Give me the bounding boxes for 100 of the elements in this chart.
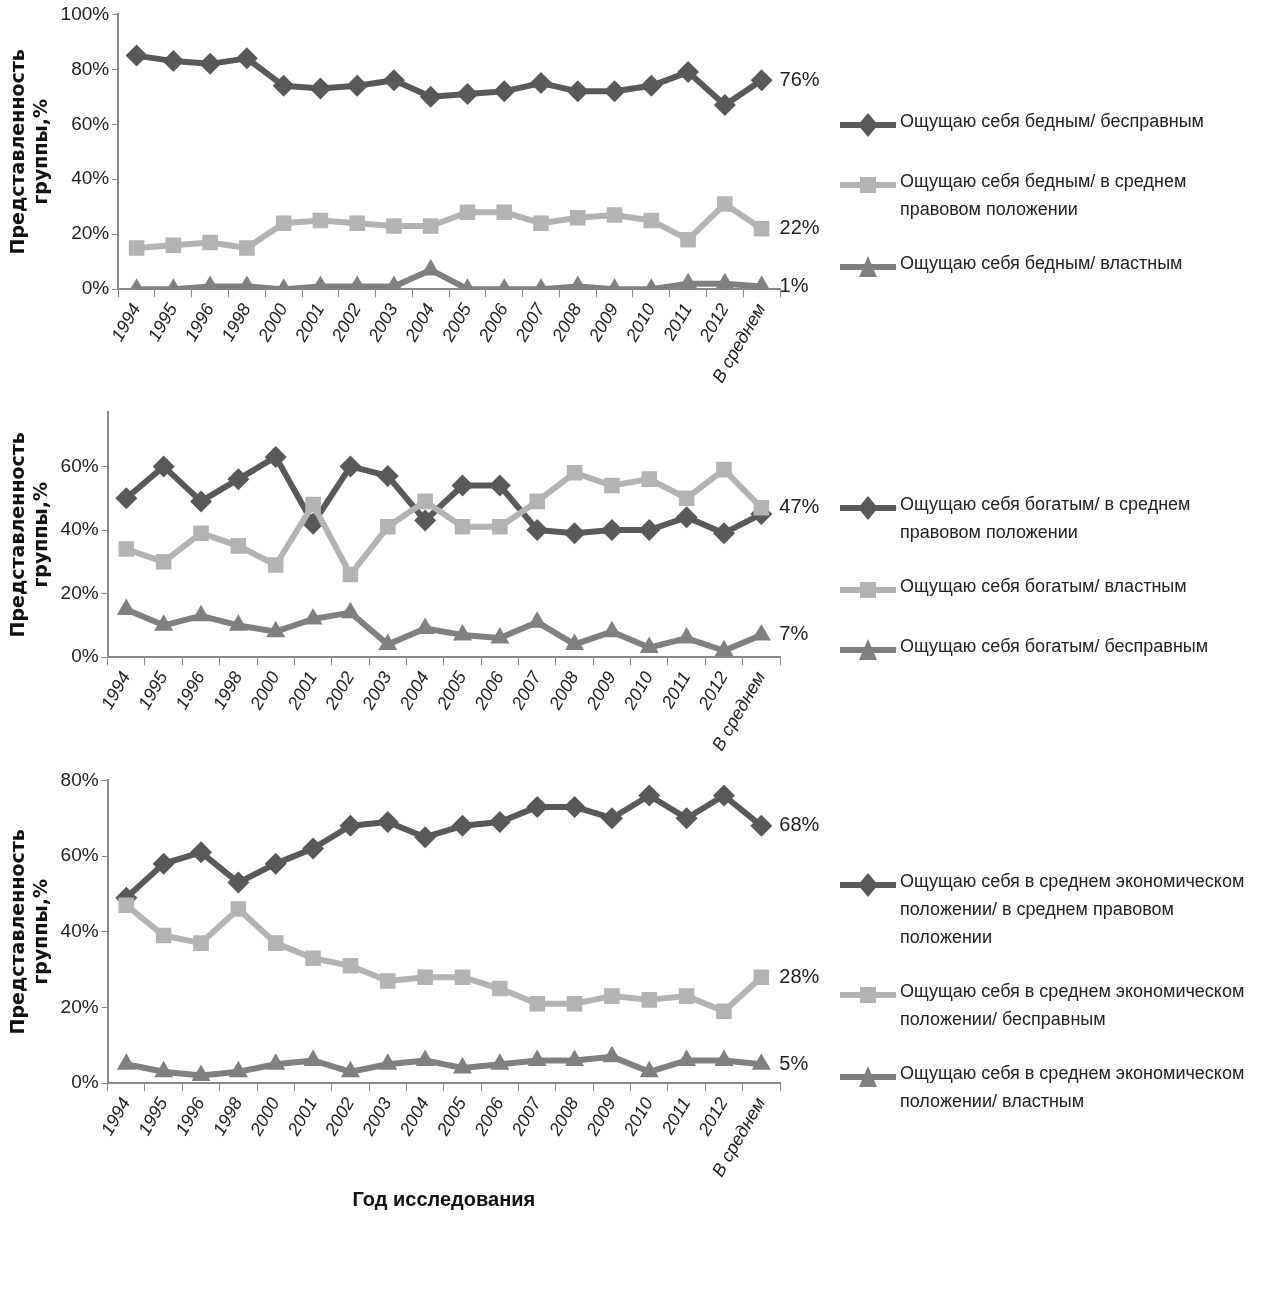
point (125, 44, 148, 67)
point (716, 461, 732, 478)
point (452, 1057, 473, 1074)
point (488, 811, 511, 834)
point (228, 1060, 248, 1078)
point (272, 74, 295, 97)
y-axis-title: Представленность группы,% (6, 49, 52, 255)
y-tick-label: 0% (81, 277, 110, 299)
legend-label: Ощущаю себя богатым/ в среднем правовом положении (900, 493, 1192, 544)
point (677, 627, 697, 644)
point (346, 74, 369, 97)
legend-label: Ощущаю себя богатым/ бесправным (900, 635, 1209, 658)
point (414, 826, 437, 849)
point (641, 992, 658, 1008)
point (604, 477, 620, 494)
point (228, 614, 248, 631)
point (675, 506, 698, 529)
legend-label: Ощущаю себя бедным/ в среднем правовом положении (900, 170, 1188, 221)
point (378, 633, 398, 650)
point (380, 973, 396, 989)
point (199, 52, 222, 75)
point (675, 807, 698, 830)
y-tick-label: 60% (60, 454, 99, 476)
y-tick-label: 40% (60, 518, 99, 540)
point (566, 995, 583, 1012)
point (342, 958, 359, 974)
point (678, 988, 695, 1004)
point (641, 471, 658, 487)
legend-label: Ощущаю себя в среднем экономическом положении/ властным (900, 1062, 1246, 1113)
y-tick-label: 60% (60, 844, 99, 866)
point (415, 1049, 435, 1066)
point (154, 614, 174, 631)
y-tick-label: 100% (60, 2, 110, 24)
point (750, 814, 773, 837)
point (451, 814, 474, 837)
point (602, 1045, 622, 1063)
point (493, 80, 516, 103)
point (638, 519, 661, 541)
y-tick-label: 0% (71, 645, 99, 667)
point (193, 935, 209, 951)
y-tick-label: 0% (71, 1071, 99, 1093)
point (456, 83, 479, 106)
point (339, 814, 362, 837)
point (340, 601, 360, 619)
point (602, 620, 622, 638)
point (380, 519, 396, 535)
point (678, 272, 698, 290)
point (302, 837, 325, 860)
point (417, 493, 433, 510)
legend-label: Ощущаю себя бедным/ властным (900, 252, 1183, 275)
point (266, 1053, 286, 1070)
point (492, 519, 508, 535)
y-tick-label: 80% (60, 768, 99, 790)
point (638, 784, 661, 807)
point (267, 935, 284, 951)
point (750, 69, 773, 92)
point (529, 995, 545, 1012)
point (264, 445, 287, 468)
point (454, 969, 471, 985)
point (191, 604, 211, 622)
y-tick-label: 60% (71, 112, 110, 134)
point (678, 490, 695, 506)
point (305, 496, 321, 513)
y-tick-label: 20% (71, 222, 110, 244)
x-axis-title: Год исследования (352, 1187, 536, 1210)
point (604, 988, 620, 1004)
point (191, 1064, 211, 1082)
y-tick-label: 20% (60, 995, 99, 1017)
point (600, 519, 623, 541)
point (563, 795, 586, 818)
point (339, 455, 362, 478)
y-axis-title: Представленность группы,% (6, 432, 52, 638)
legend-label: Ощущаю себя бедным/ бесправным (900, 110, 1204, 133)
point (530, 72, 553, 95)
point (712, 522, 735, 545)
point (640, 74, 663, 97)
data-label: 7% (779, 622, 809, 645)
point (751, 1053, 771, 1070)
point (714, 639, 734, 657)
point (716, 1003, 732, 1020)
point (712, 784, 735, 807)
point (155, 554, 172, 570)
data-label: 28% (779, 964, 820, 987)
data-label: 1% (779, 273, 809, 296)
point (190, 841, 213, 864)
point (677, 61, 700, 84)
y-axis-title: Представленность группы,% (6, 829, 52, 1035)
point (193, 525, 209, 541)
point (753, 499, 770, 516)
legend-label: Ощущаю себя богатым/ властным (900, 575, 1187, 598)
point (152, 852, 175, 875)
point (600, 807, 623, 830)
point (488, 474, 511, 497)
data-label: 68% (779, 813, 820, 836)
point (713, 94, 736, 117)
y-tick-label: 40% (71, 167, 110, 189)
y-tick-label: 40% (60, 920, 99, 941)
point (563, 522, 586, 545)
point (565, 1049, 585, 1066)
point (715, 272, 735, 290)
